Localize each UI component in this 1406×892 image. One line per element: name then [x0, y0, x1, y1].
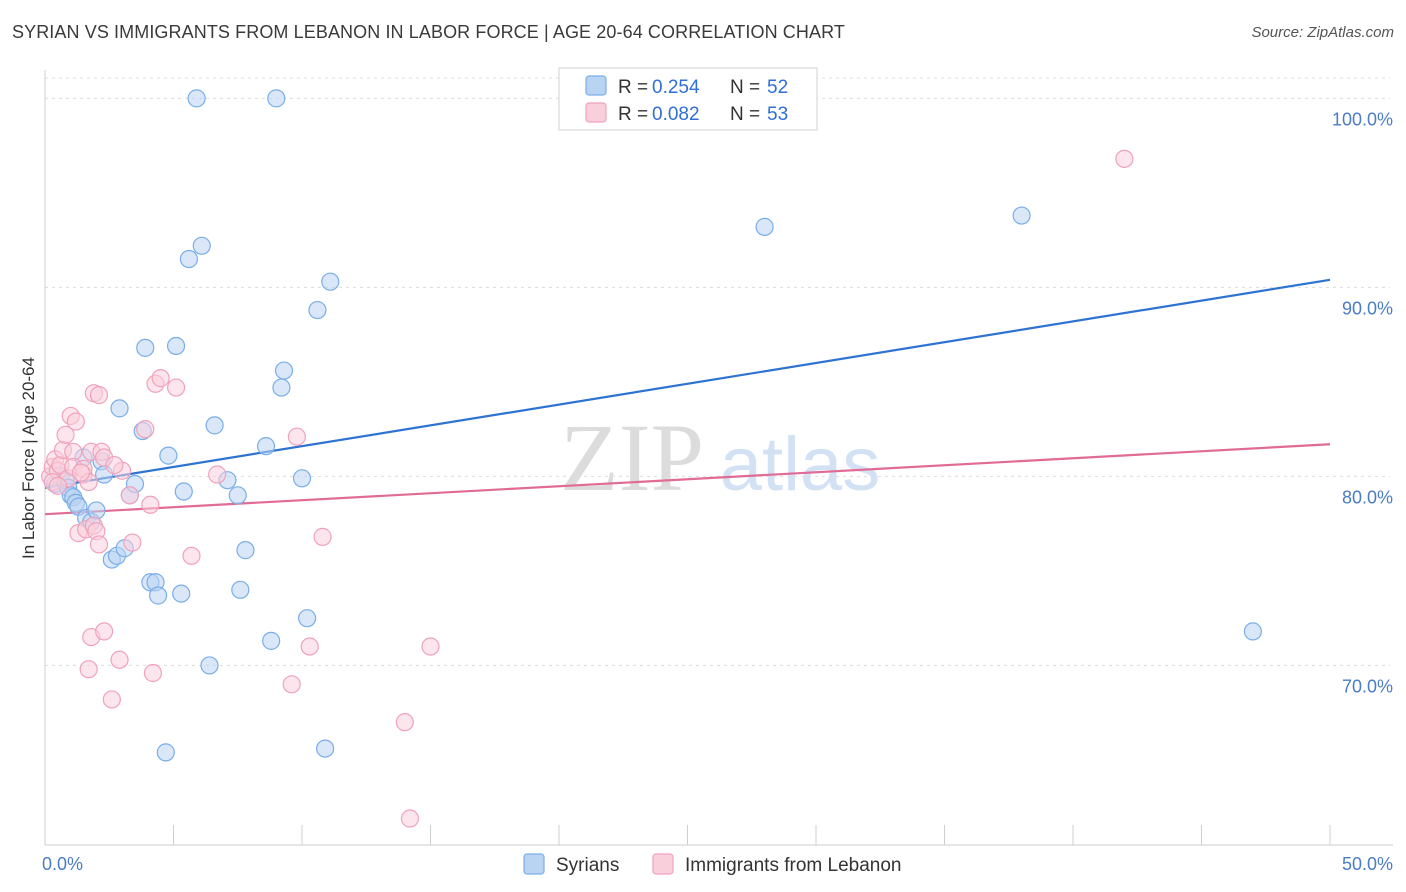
chart-title: SYRIAN VS IMMIGRANTS FROM LEBANON IN LAB…	[12, 22, 845, 42]
stats-legend-n-label-syrians: N =	[730, 77, 760, 98]
series-legend: Syrians Immigrants from Lebanon	[523, 853, 902, 876]
data-point	[287, 427, 306, 446]
data-point	[89, 386, 109, 405]
data-point	[200, 656, 219, 675]
data-points	[41, 89, 1263, 828]
trend-lines	[44, 278, 1331, 516]
stats-legend-n-value-syrians: 52	[767, 77, 788, 98]
y-tick-label: 90.0%	[1342, 298, 1393, 318]
data-point	[192, 236, 211, 255]
data-point	[228, 486, 247, 505]
data-point	[179, 249, 199, 269]
watermark: ZIP atlas	[560, 404, 880, 511]
data-point	[141, 495, 160, 514]
data-point	[308, 300, 327, 320]
watermark-atlas: atlas	[720, 422, 881, 507]
data-point	[298, 609, 317, 628]
stats-legend-n-label-lebanon: N =	[730, 104, 760, 125]
data-point	[1243, 622, 1263, 641]
data-point	[755, 217, 774, 236]
data-point	[300, 637, 319, 656]
stats-legend-r-label-syrians: R =	[618, 77, 648, 98]
data-point	[231, 580, 250, 599]
x-tick-label-max: 50.0%	[1342, 854, 1393, 874]
data-point	[256, 437, 276, 456]
y-axis-title: In Labor Force | Age 20-64	[19, 357, 38, 559]
y-tick-label: 70.0%	[1342, 676, 1393, 696]
data-point	[120, 486, 139, 505]
chart-source: Source: ZipAtlas.com	[1251, 24, 1394, 41]
data-point	[316, 739, 335, 758]
data-point	[282, 675, 301, 694]
data-point	[136, 338, 155, 357]
data-point	[395, 713, 414, 732]
data-point	[208, 465, 227, 484]
series-points-lebanon	[41, 149, 1134, 828]
series-legend-swatch-lebanon	[652, 853, 674, 875]
stats-legend-r-value-lebanon: 0.082	[652, 104, 700, 125]
data-point	[105, 455, 124, 475]
y-tick-label: 80.0%	[1342, 487, 1393, 507]
axes	[44, 70, 1393, 846]
gridlines	[45, 77, 1390, 666]
series-legend-swatch-syrians	[523, 853, 545, 875]
x-tick-label-min: 0.0%	[42, 854, 83, 874]
stats-legend-r-label-lebanon: R =	[618, 104, 648, 125]
data-point	[159, 446, 178, 465]
data-point	[79, 660, 98, 679]
data-point	[48, 476, 67, 495]
tick-labels: 70.0% 80.0% 90.0% 100.0% 0.0% 50.0%	[42, 109, 1393, 874]
trend-line-syrians	[44, 278, 1331, 489]
data-point	[187, 89, 206, 108]
data-point	[66, 412, 85, 431]
stats-legend-n-value-lebanon: 53	[767, 104, 788, 125]
data-point	[421, 637, 440, 656]
data-point	[172, 584, 191, 603]
data-point	[1012, 206, 1031, 225]
data-point	[143, 663, 163, 683]
data-point	[87, 501, 106, 520]
data-point	[313, 527, 332, 546]
data-point	[56, 425, 75, 444]
data-point	[1115, 149, 1134, 168]
data-point	[123, 533, 142, 552]
data-point	[102, 690, 121, 709]
data-point	[174, 482, 193, 501]
data-point	[267, 89, 286, 108]
data-point	[292, 469, 312, 488]
stats-legend-swatch-syrians	[585, 75, 607, 96]
data-point	[110, 650, 129, 669]
data-point	[136, 420, 155, 439]
data-point	[95, 622, 114, 641]
stats-legend: R = 0.254 N = 52 R = 0.082 N = 53	[558, 67, 818, 131]
data-point	[71, 463, 91, 482]
data-point	[166, 336, 186, 356]
data-point	[148, 586, 168, 605]
series-legend-label-lebanon: Immigrants from Lebanon	[685, 855, 902, 876]
data-point	[89, 535, 109, 554]
data-point	[272, 378, 291, 397]
data-point	[151, 369, 170, 388]
series-legend-label-syrians: Syrians	[556, 855, 619, 876]
data-point	[400, 809, 420, 828]
stats-legend-r-value-syrians: 0.254	[652, 77, 700, 98]
data-point	[110, 399, 129, 418]
data-point	[166, 378, 186, 397]
data-point	[274, 361, 294, 380]
data-point	[182, 546, 201, 565]
data-point	[321, 272, 340, 291]
stats-legend-swatch-lebanon	[585, 102, 607, 123]
trend-line-lebanon	[44, 443, 1331, 516]
watermark-zip: ZIP	[560, 404, 704, 511]
y-tick-label: 100.0%	[1332, 109, 1393, 129]
data-point	[205, 416, 224, 435]
data-point	[64, 442, 83, 461]
data-point	[262, 631, 281, 650]
data-point	[156, 743, 175, 762]
data-point	[236, 541, 255, 560]
